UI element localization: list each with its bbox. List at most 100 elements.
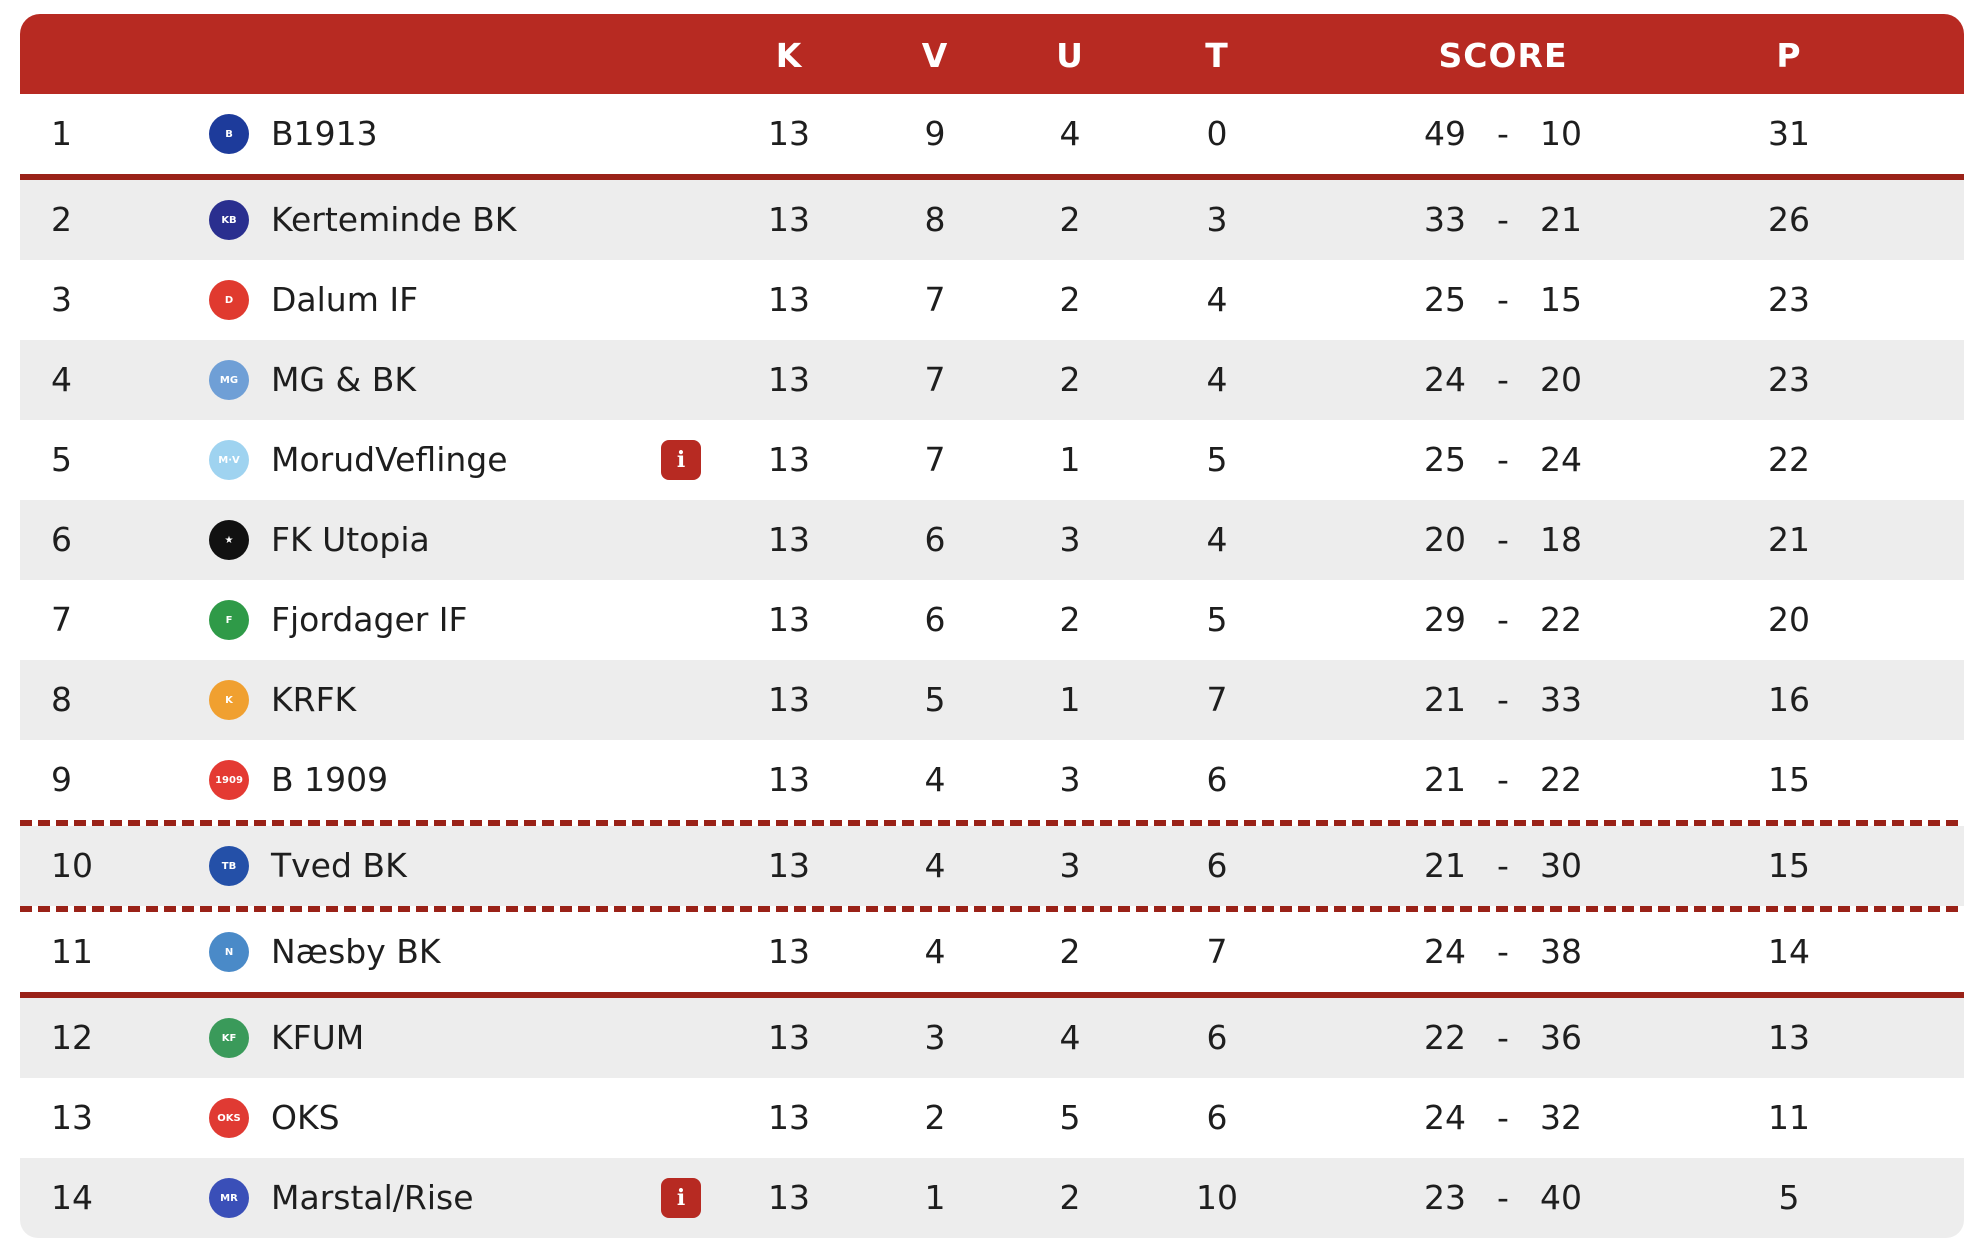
table-row[interactable]: 13 OKS OKS 13 2 5 6 24-32 11 [20, 1078, 1964, 1158]
team-name[interactable]: Tved BK [271, 846, 407, 885]
table-row[interactable]: 10 TB Tved BK 13 4 3 6 21-30 15 [20, 826, 1964, 906]
cell-v: 7 [924, 440, 946, 479]
cell-ga: 40 [1540, 1178, 1582, 1217]
cell-v: 6 [924, 600, 946, 639]
cell-k: 13 [768, 932, 810, 971]
team-name[interactable]: Fjordager IF [271, 600, 468, 639]
rank: 1 [51, 114, 72, 153]
cell-p: 16 [1768, 680, 1810, 719]
cell-ga: 21 [1540, 200, 1582, 239]
info-icon[interactable]: i [661, 1178, 701, 1218]
cell-t: 10 [1196, 1178, 1238, 1217]
cell-u: 2 [1059, 280, 1081, 319]
header-k: K [775, 36, 803, 75]
cell-gf: 25 [1424, 440, 1466, 479]
rank: 5 [51, 440, 72, 479]
cell-sep: - [1497, 1178, 1509, 1217]
cell-ga: 22 [1540, 760, 1582, 799]
table-row[interactable]: 6 ★ FK Utopia 13 6 3 4 20-18 21 [20, 500, 1964, 580]
table-row[interactable]: 3 D Dalum IF 13 7 2 4 25-15 23 [20, 260, 1964, 340]
team-name[interactable]: MorudVeflinge [271, 440, 508, 479]
rank: 2 [51, 200, 72, 239]
header-score: SCORE [1438, 36, 1568, 75]
cell-gf: 21 [1424, 846, 1466, 885]
cell-sep: - [1497, 846, 1509, 885]
cell-k: 13 [768, 846, 810, 885]
table-row[interactable]: 5 M·V MorudVeflinge i 13 7 1 5 25-24 22 [20, 420, 1964, 500]
cell-p: 13 [1768, 1018, 1810, 1057]
cell-k: 13 [768, 200, 810, 239]
cell-ga: 38 [1540, 932, 1582, 971]
cell-p: 5 [1778, 1178, 1800, 1217]
cell-sep: - [1497, 200, 1509, 239]
table-row[interactable]: 2 KB Kerteminde BK 13 8 2 3 33-21 26 [20, 180, 1964, 260]
team-logo-icon: KB [209, 200, 249, 240]
cell-p: 14 [1768, 932, 1810, 971]
team-name[interactable]: OKS [271, 1098, 340, 1137]
cell-sep: - [1497, 600, 1509, 639]
cell-ga: 10 [1540, 114, 1582, 153]
cell-p: 31 [1768, 114, 1810, 153]
cell-sep: - [1497, 1098, 1509, 1137]
cell-u: 2 [1059, 600, 1081, 639]
cell-k: 13 [768, 1178, 810, 1217]
cell-gf: 24 [1424, 932, 1466, 971]
cell-u: 1 [1059, 680, 1081, 719]
cell-p: 23 [1768, 280, 1810, 319]
cell-ga: 15 [1540, 280, 1582, 319]
cell-t: 4 [1206, 360, 1228, 399]
table-row[interactable]: 12 KF KFUM 13 3 4 6 22-36 13 [20, 998, 1964, 1078]
table-header: K V U T SCORE P [20, 14, 1964, 94]
cell-v: 7 [924, 360, 946, 399]
cell-k: 13 [768, 1098, 810, 1137]
table-row[interactable]: 4 MG MG & BK 13 7 2 4 24-20 23 [20, 340, 1964, 420]
cell-gf: 21 [1424, 680, 1466, 719]
cell-ga: 33 [1540, 680, 1582, 719]
team-name[interactable]: Kerteminde BK [271, 200, 517, 239]
team-logo-icon: ★ [209, 520, 249, 560]
league-table: K V U T SCORE P 1 B B1913 13 9 4 0 49-10 31 2 KB Ke… [20, 14, 1964, 1238]
cell-gf: 49 [1424, 114, 1466, 153]
header-v: V [921, 36, 949, 75]
header-t: T [1205, 36, 1229, 75]
info-icon[interactable]: i [661, 440, 701, 480]
cell-ga: 30 [1540, 846, 1582, 885]
rank: 3 [51, 280, 72, 319]
cell-p: 21 [1768, 520, 1810, 559]
team-logo-icon: M·V [209, 440, 249, 480]
team-name[interactable]: B1913 [271, 114, 378, 153]
table-row[interactable]: 8 K KRFK 13 5 1 7 21-33 16 [20, 660, 1964, 740]
team-name[interactable]: B 1909 [271, 760, 389, 799]
cell-u: 5 [1059, 1098, 1081, 1137]
team-name[interactable]: Næsby BK [271, 932, 441, 971]
team-name[interactable]: MG & BK [271, 360, 417, 399]
cell-sep: - [1497, 680, 1509, 719]
cell-u: 2 [1059, 1178, 1081, 1217]
cell-v: 5 [924, 680, 946, 719]
team-name[interactable]: FK Utopia [271, 520, 430, 559]
table-row[interactable]: 11 N Næsby BK 13 4 2 7 24-38 14 [20, 912, 1964, 992]
team-logo-icon: N [209, 932, 249, 972]
table-row[interactable]: 14 MR Marstal/Rise i 13 1 2 10 23-40 5 [20, 1158, 1964, 1238]
team-name[interactable]: KFUM [271, 1018, 365, 1057]
team-name[interactable]: Dalum IF [271, 280, 419, 319]
cell-u: 4 [1059, 1018, 1081, 1057]
team-name[interactable]: KRFK [271, 680, 357, 719]
table-row[interactable]: 7 F Fjordager IF 13 6 2 5 29-22 20 [20, 580, 1964, 660]
table-row[interactable]: 9 1909 B 1909 13 4 3 6 21-22 15 [20, 740, 1964, 820]
cell-v: 4 [924, 760, 946, 799]
team-name[interactable]: Marstal/Rise [271, 1178, 474, 1217]
cell-k: 13 [768, 114, 810, 153]
team-logo-icon: KF [209, 1018, 249, 1058]
cell-t: 5 [1206, 600, 1228, 639]
cell-p: 26 [1768, 200, 1810, 239]
cell-t: 6 [1206, 846, 1228, 885]
cell-u: 2 [1059, 360, 1081, 399]
cell-gf: 23 [1424, 1178, 1466, 1217]
table-body: 1 B B1913 13 9 4 0 49-10 31 2 KB Kerteminde BK 13 8 2 3… [20, 94, 1964, 1238]
table-row[interactable]: 1 B B1913 13 9 4 0 49-10 31 [20, 94, 1964, 174]
cell-sep: - [1497, 440, 1509, 479]
cell-k: 13 [768, 360, 810, 399]
cell-t: 6 [1206, 760, 1228, 799]
solid-separator [20, 992, 1964, 998]
